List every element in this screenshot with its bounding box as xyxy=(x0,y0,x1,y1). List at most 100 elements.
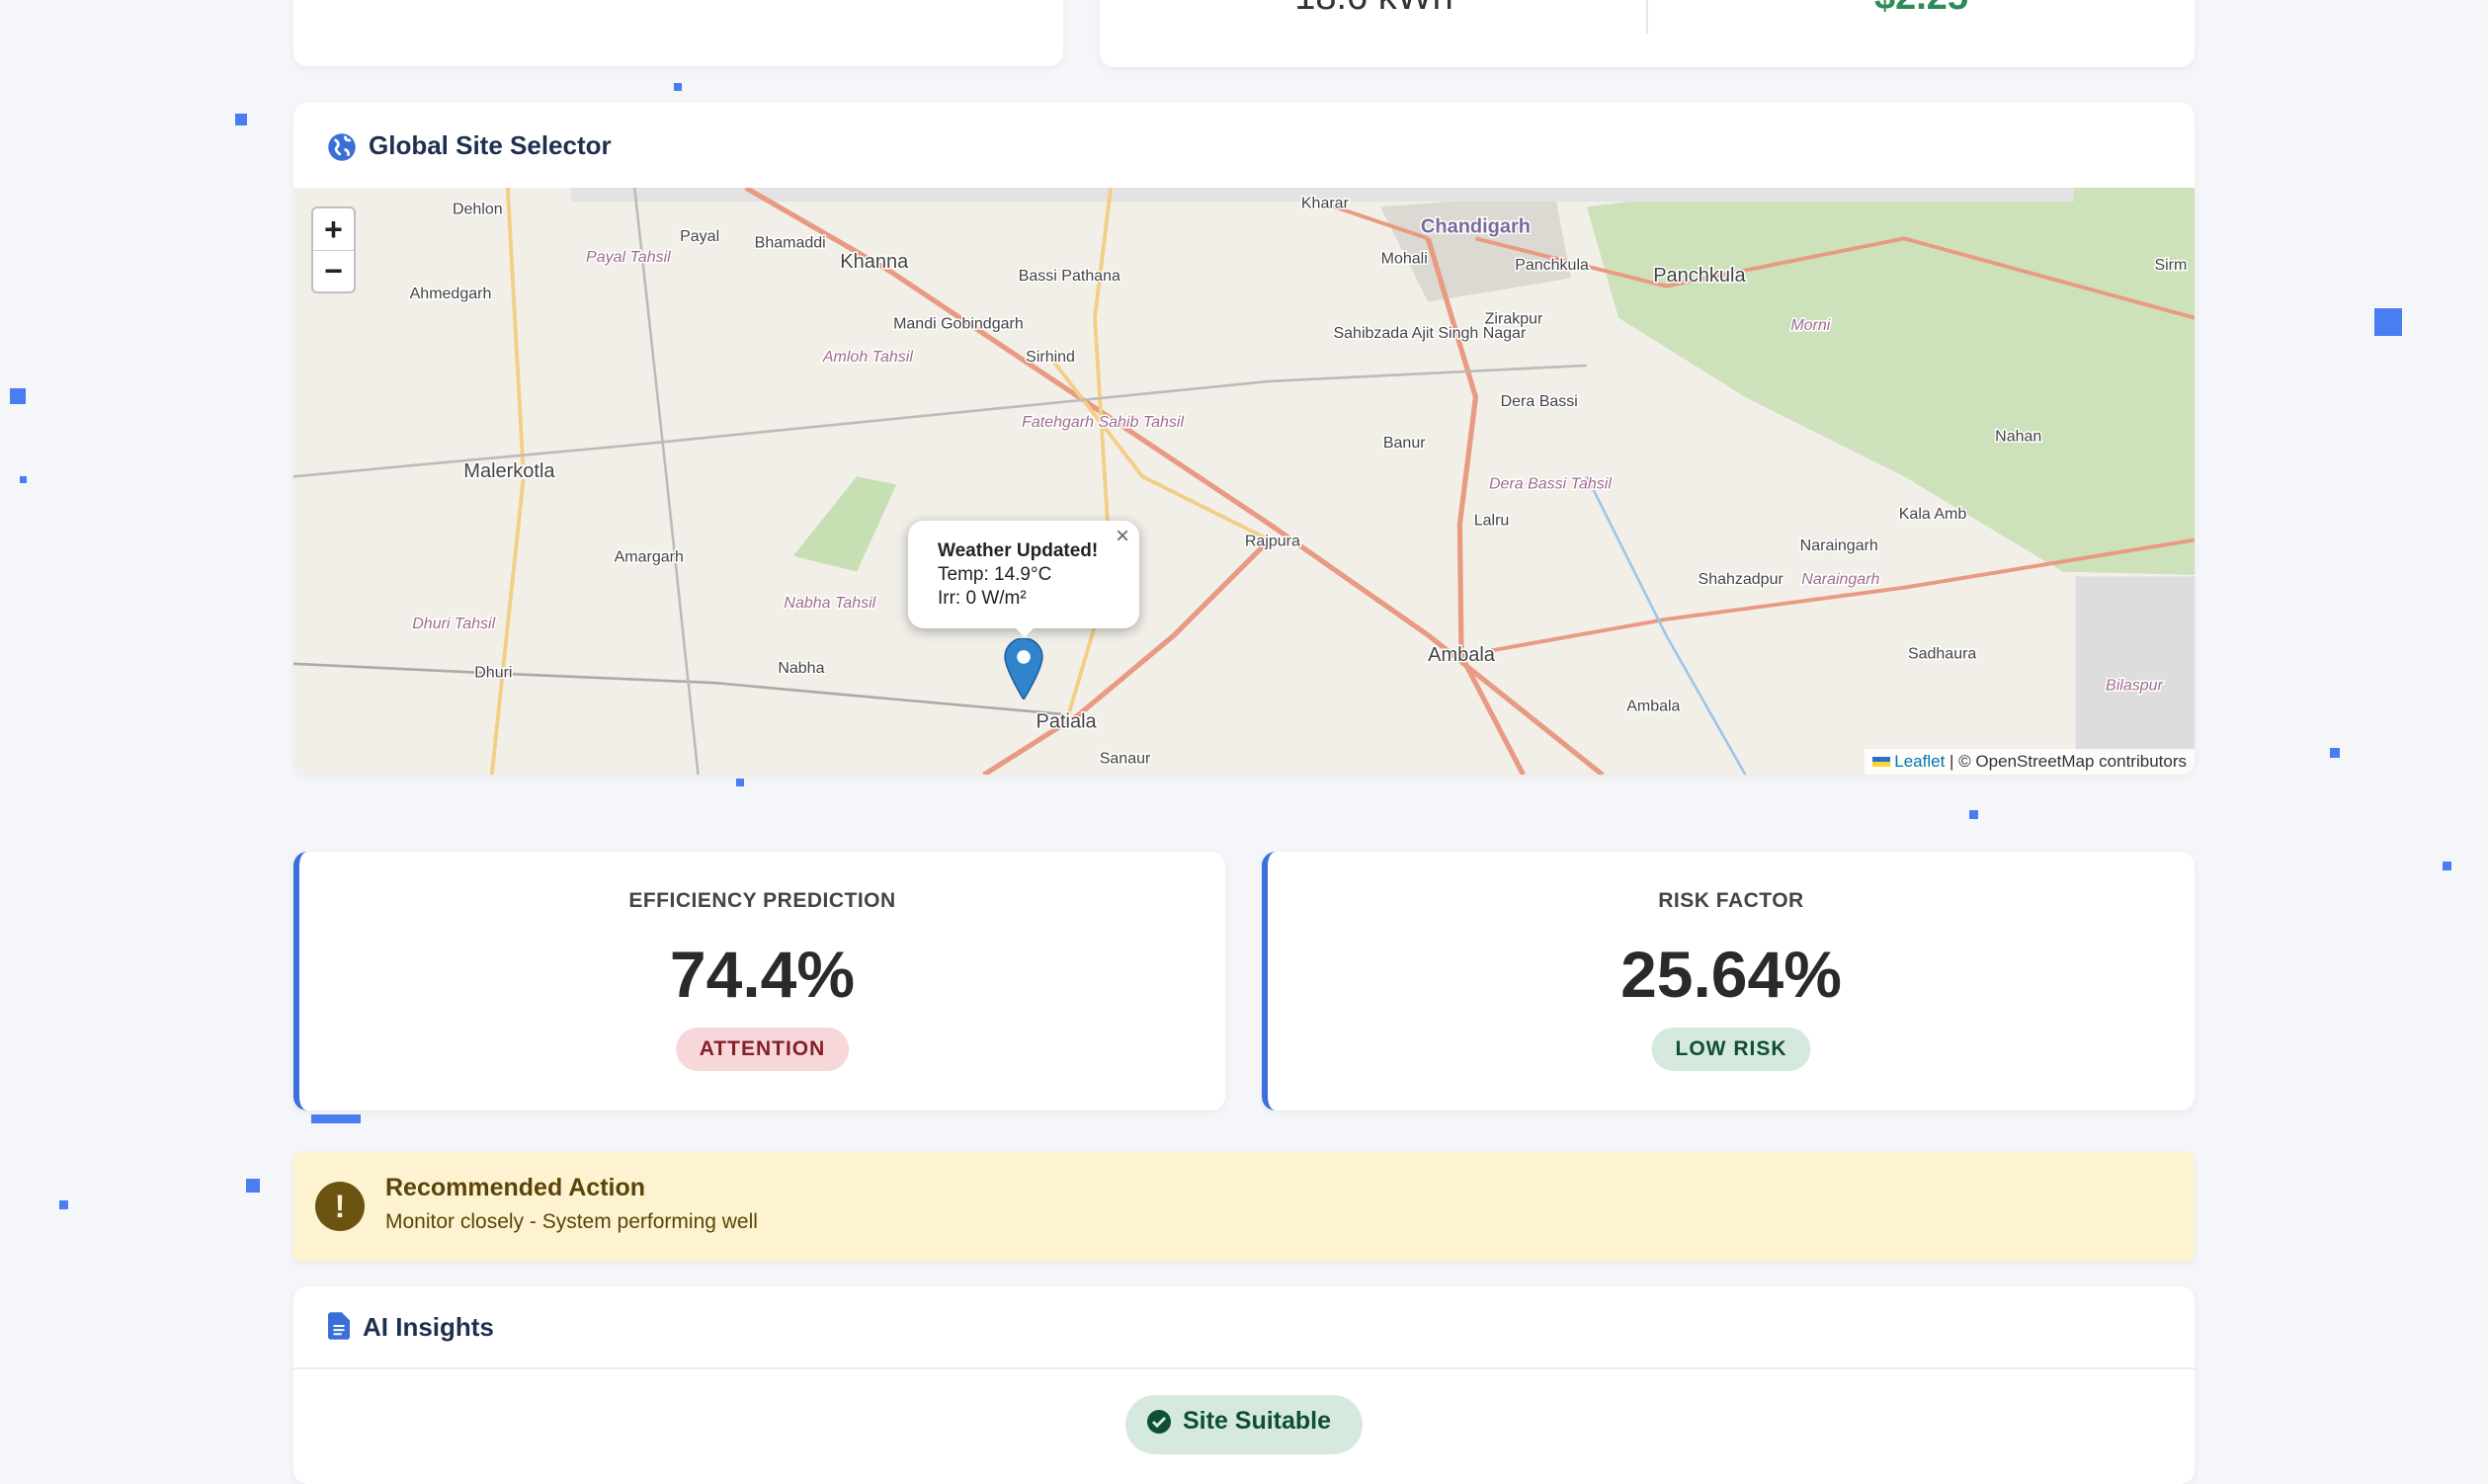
metric-value: 74.4% xyxy=(669,938,856,1011)
risk-card: RISK FACTOR 25.64% LOW RISK xyxy=(1262,852,2195,1111)
place-label: Bilaspur xyxy=(2106,678,2163,695)
place-label: Bhamaddi xyxy=(755,234,826,251)
page: 18.6 kWh $2.25 Global Site Selector Dehl… xyxy=(10,0,2451,1484)
recommendation-title: Recommended Action xyxy=(385,1174,646,1201)
zoom-out[interactable]: − xyxy=(324,253,343,289)
place-label: Kala Amb xyxy=(1899,506,1967,523)
place-label: Ahmedgarh xyxy=(410,286,492,302)
place-label: Amargarh xyxy=(615,548,684,565)
road xyxy=(744,188,1605,775)
place-label: Shahzadpur xyxy=(1699,571,1784,588)
road xyxy=(982,537,1272,775)
place-label: Dhuri xyxy=(474,665,512,682)
decor xyxy=(311,1114,361,1123)
place-label: Fatehgarh Sahib Tahsil xyxy=(1022,414,1184,431)
forest xyxy=(1586,188,2195,575)
suitable-badge: Site Suitable xyxy=(1125,1395,1363,1454)
alert-icon: ! xyxy=(315,1182,365,1231)
flag xyxy=(1871,757,1890,767)
park xyxy=(792,476,897,572)
place-label: Malerkotla xyxy=(463,460,555,482)
place-label: Panchkula xyxy=(1653,265,1746,287)
decor xyxy=(2330,748,2340,758)
road xyxy=(1460,537,2195,658)
place-label: Sadhaura xyxy=(1908,645,1976,662)
place-label: Dhuri Tahsil xyxy=(412,616,495,632)
attribution-text: | © OpenStreetMap contributors xyxy=(1949,752,2187,771)
place-label: Ambala xyxy=(1626,698,1680,714)
road xyxy=(1425,237,1526,775)
road xyxy=(1064,188,1114,723)
place-label: Mohali xyxy=(1381,250,1428,267)
tile-strip xyxy=(571,188,2074,202)
decor xyxy=(235,114,247,125)
place-label: Amloh Tahsil xyxy=(822,349,913,366)
place-label: Payal Tahsil xyxy=(586,249,671,266)
road xyxy=(632,188,700,775)
place-label: Morni xyxy=(1790,317,1830,334)
cost-value: $2.25 xyxy=(1648,0,2195,19)
top-card: 18.6 kWh $2.25 xyxy=(1100,0,2195,67)
place-label: Naraingarh xyxy=(1800,537,1878,554)
popup-tip xyxy=(1011,623,1038,637)
place-label: Panchkula xyxy=(1515,257,1589,274)
metric-label: RISK FACTOR xyxy=(1658,889,1804,912)
place-label: Ambala xyxy=(1428,644,1496,666)
map-title: Global Site Selector xyxy=(369,130,612,160)
place-label: Dera Bassi Tahsil xyxy=(1489,476,1612,493)
road xyxy=(1585,475,1747,775)
place-label: Sahibzada Ajit Singh Nagar xyxy=(1333,325,1526,342)
place-label: Nabha Tahsil xyxy=(784,595,875,612)
recommendation-text: Monitor closely - System performing well xyxy=(385,1210,758,1233)
place-label: Nabha xyxy=(778,660,824,677)
place-label: Banur xyxy=(1383,435,1426,452)
place-label: Kharar xyxy=(1301,195,1350,211)
metric-label: EFFICIENCY PREDICTION xyxy=(628,889,896,912)
place-label: Dera Bassi xyxy=(1501,393,1578,410)
road xyxy=(293,364,1587,478)
status-pill: LOW RISK xyxy=(1651,1028,1811,1071)
road xyxy=(1048,356,1271,542)
place-label: Payal xyxy=(680,228,719,245)
place-label: Khanna xyxy=(840,251,909,273)
efficiency-card: EFFICIENCY PREDICTION 74.4% ATTENTION xyxy=(293,852,1225,1111)
decor xyxy=(1969,810,1978,819)
place-label: Dehlon xyxy=(453,202,503,218)
road xyxy=(1324,202,1429,241)
place-label: Patiala xyxy=(1037,711,1098,733)
popup-close[interactable]: × xyxy=(1115,523,1129,549)
popup: × Weather Updated! Temp: 14.9°C Irr: 0 W… xyxy=(908,521,1139,637)
map[interactable]: Dehlon Payal Payal Tahsil Bhamaddi Khanna Bas… xyxy=(293,188,2195,775)
recommendation: ! Recommended Action Monitor closely - S… xyxy=(293,1152,2195,1262)
insights-card: AI Insights Site Suitable xyxy=(293,1286,2195,1484)
status-pill: ATTENTION xyxy=(675,1028,850,1071)
insights-title: AI Insights xyxy=(363,1312,494,1342)
top-card xyxy=(293,0,1063,66)
place-label: Sirhind xyxy=(1026,349,1075,366)
badge-text: Site Suitable xyxy=(1183,1407,1332,1435)
decor xyxy=(2374,308,2402,336)
place-label: Lalru xyxy=(1474,512,1510,529)
popup-irr: Irr: 0 W/m² xyxy=(938,588,1027,609)
place-label: Sirm xyxy=(2154,257,2187,274)
road xyxy=(1474,236,2195,320)
leaflet-link[interactable]: Leaflet xyxy=(1894,752,1946,771)
tile-gap xyxy=(2075,576,2195,752)
map-marker[interactable] xyxy=(1004,638,1043,700)
place-label: Sanaur xyxy=(1100,750,1151,767)
road xyxy=(489,188,526,775)
popup-temp: Temp: 14.9°C xyxy=(938,564,1052,585)
map-card: Global Site Selector Dehlon Payal Payal Ta… xyxy=(293,103,2195,775)
energy-value: 18.6 kWh xyxy=(1100,0,1648,19)
globe-icon xyxy=(328,133,356,161)
doc-icon xyxy=(328,1312,350,1340)
check-icon xyxy=(1147,1410,1171,1434)
place-label: Bassi Pathana xyxy=(1019,268,1120,285)
divider xyxy=(1646,0,1648,34)
decor xyxy=(20,476,27,483)
zoom-control: + − xyxy=(311,206,356,293)
attribution: Leaflet | © OpenStreetMap contributors xyxy=(1864,749,2195,775)
place-label: Zirakpur xyxy=(1485,311,1543,328)
place-label: Chandigarh xyxy=(1421,215,1531,237)
zoom-in[interactable]: + xyxy=(313,208,354,251)
